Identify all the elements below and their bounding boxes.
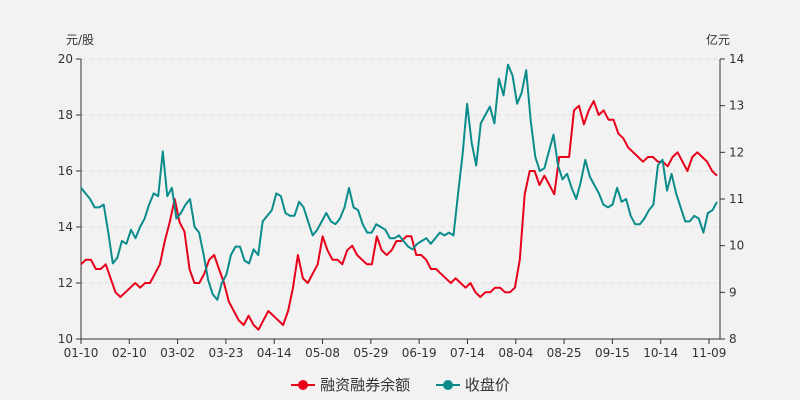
- series-line-close-price: [80, 63, 718, 301]
- left-tick-label: 16: [58, 164, 73, 178]
- x-tick-label: 07-14: [450, 346, 485, 360]
- x-tick-label: 09-15: [595, 346, 630, 360]
- left-tick-label: 18: [58, 108, 73, 122]
- left-axis-unit: 元/股: [66, 33, 95, 47]
- right-axis-ticks: 8 9 10 11 12 13 14: [720, 52, 744, 346]
- right-tick-label: 12: [729, 145, 744, 159]
- left-tick-label: 12: [58, 276, 73, 290]
- right-tick-label: 11: [729, 192, 744, 206]
- right-tick-label: 8: [729, 332, 737, 346]
- legend-item-margin-balance[interactable]: 融资融券余额: [290, 374, 410, 395]
- x-tick-label: 05-29: [353, 346, 388, 360]
- series-line-margin-balance: [80, 100, 718, 331]
- legend: 融资融券余额 收盘价: [0, 374, 800, 396]
- left-tick-label: 20: [58, 52, 73, 66]
- x-tick-label: 11-09: [692, 346, 727, 360]
- right-axis-unit: 亿元: [706, 33, 731, 47]
- legend-marker-close-price: [435, 379, 460, 390]
- x-tick-label: 06-19: [402, 346, 437, 360]
- legend-item-close-price[interactable]: 收盘价: [435, 374, 510, 395]
- legend-marker-margin-balance: [291, 379, 316, 390]
- right-tick-label: 13: [729, 99, 744, 113]
- legend-label-close-price: 收盘价: [464, 376, 510, 394]
- left-tick-label: 10: [58, 332, 73, 346]
- left-axis-ticks: 10 12 14 16 18 20: [58, 52, 81, 346]
- x-axis-ticks: 01-10 02-10 03-02 03-23 04-14 05-08 05-29 06-19…: [64, 339, 727, 360]
- grid-lines: [81, 58, 720, 284]
- x-tick-label: 04-14: [257, 346, 292, 360]
- right-tick-label: 9: [729, 285, 737, 299]
- x-tick-label: 10-14: [643, 346, 678, 360]
- x-tick-label: 03-02: [160, 346, 195, 360]
- axes: [80, 59, 721, 340]
- right-tick-label: 14: [729, 52, 744, 66]
- x-tick-label: 05-08: [305, 346, 340, 360]
- x-tick-label: 01-10: [64, 346, 99, 360]
- x-tick-label: 08-04: [498, 346, 533, 360]
- x-tick-label: 08-25: [547, 346, 582, 360]
- x-tick-label: 03-23: [208, 346, 243, 360]
- right-tick-label: 10: [729, 239, 744, 253]
- series-lines: [80, 63, 718, 331]
- left-tick-label: 14: [58, 220, 73, 234]
- x-tick-label: 02-10: [112, 346, 147, 360]
- legend-label-margin-balance: 融资融券余额: [320, 376, 411, 394]
